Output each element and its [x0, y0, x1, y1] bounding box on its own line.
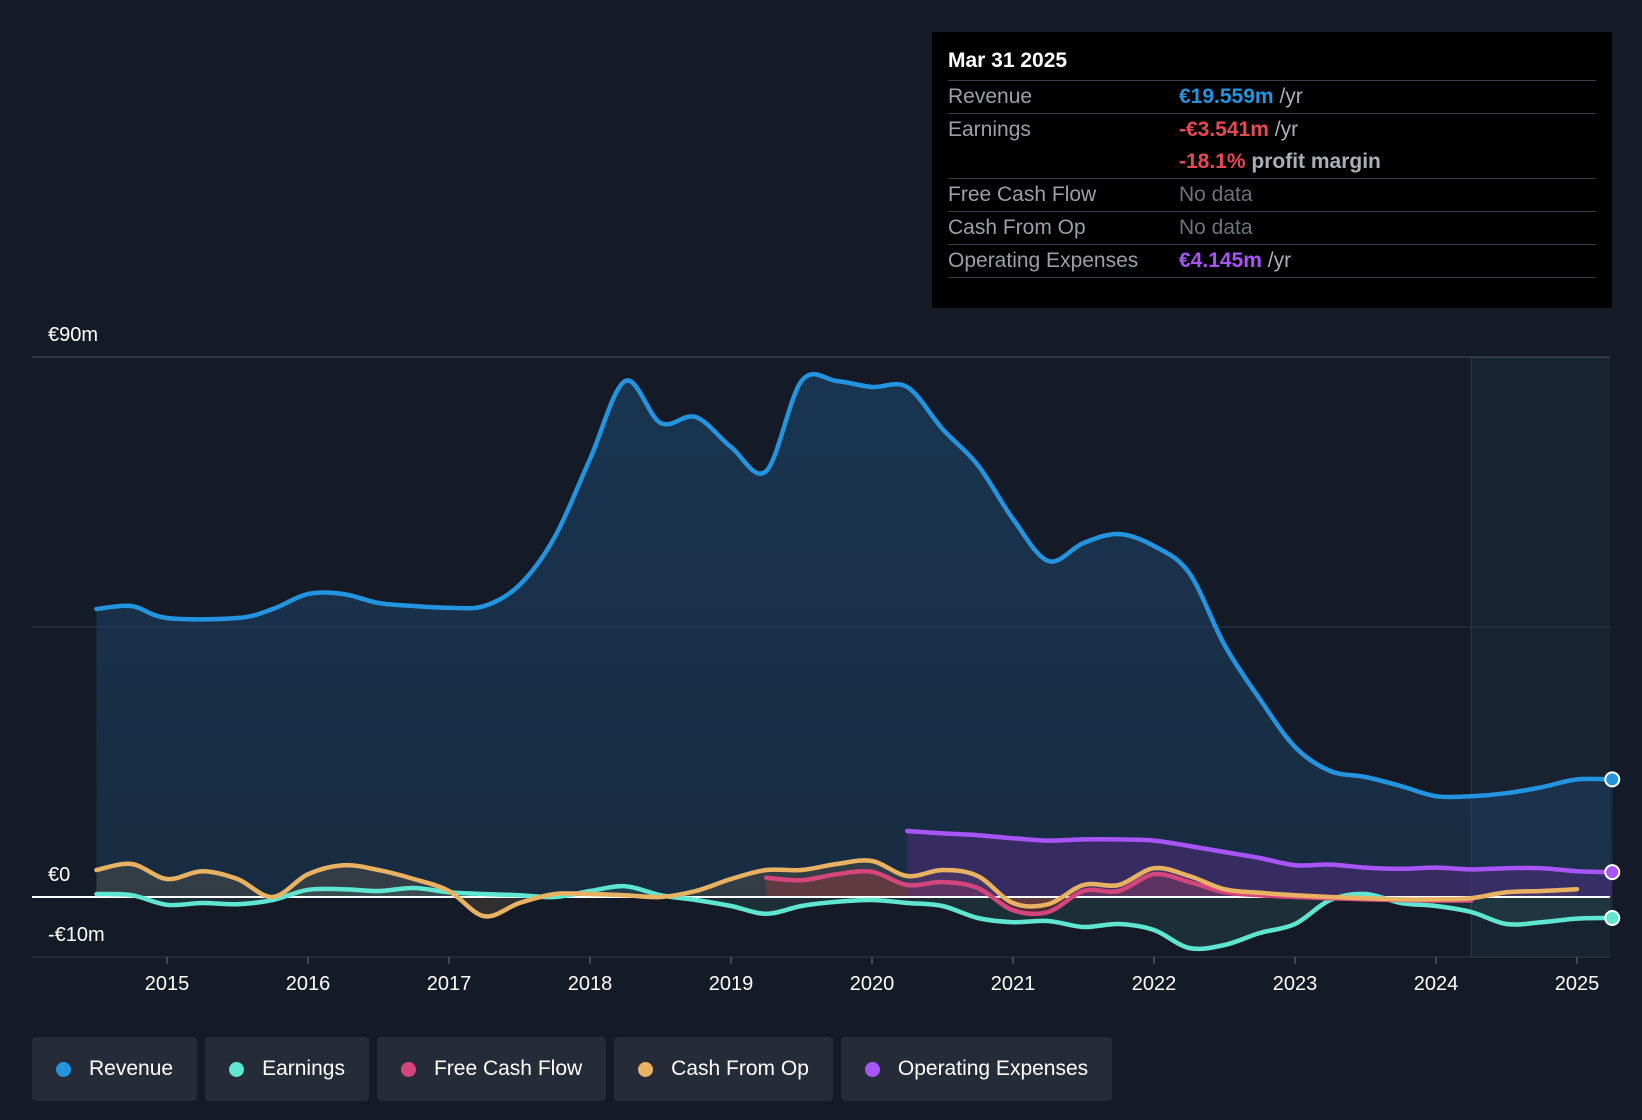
x-tick-label: 2021	[991, 973, 1036, 995]
legend-dot-earnings	[229, 1061, 245, 1077]
legend-label: Cash From Op	[671, 1057, 809, 1080]
legend-label: Free Cash Flow	[433, 1057, 583, 1080]
tooltip-value: -€3.541m	[1179, 118, 1269, 141]
legend-item-operating-expenses[interactable]: Operating Expenses	[840, 1037, 1113, 1101]
legend-item-free-cash-flow[interactable]: Free Cash Flow	[376, 1037, 607, 1101]
tooltip-label: Cash From Op	[948, 216, 1086, 239]
tooltip-unit: /yr	[1267, 249, 1292, 272]
series-line-operating-expenses	[905, 828, 1615, 875]
legend-item-cash-from-op[interactable]: Cash From Op	[614, 1037, 833, 1101]
tooltip-panel: Mar 31 2025 Revenue €19.559m /yr Earning…	[932, 32, 1612, 308]
series-line-earnings	[94, 883, 1615, 952]
tooltip-label: Earnings	[948, 118, 1031, 141]
legend-dot-revenue	[56, 1061, 71, 1077]
y-tick-zero: €0	[48, 864, 70, 886]
tooltip-label: Operating Expenses	[948, 249, 1139, 272]
x-tick-label: 2015	[145, 973, 190, 995]
tooltip-row-revenue: Revenue €19.559m /yr	[948, 80, 1596, 113]
series-line-cash-from-op	[94, 858, 1580, 919]
tooltip-value: No data	[1179, 216, 1253, 239]
tooltip-value: €19.559m	[1179, 85, 1274, 108]
tooltip-label	[948, 146, 1179, 178]
tooltip-row-fcf: Free Cash Flow No data	[948, 178, 1596, 211]
x-tick-label: 2017	[427, 973, 472, 995]
tooltip-row-opex: Operating Expenses €4.145m /yr	[948, 244, 1596, 277]
legend: Revenue Earnings Free Cash Flow Cash Fro…	[32, 1037, 1113, 1101]
end-marker-earnings	[1604, 910, 1621, 926]
x-tick-label: 2024	[1414, 973, 1459, 995]
tooltip-value: -18.1%	[1179, 150, 1246, 173]
end-marker-operating-expenses	[1604, 864, 1621, 881]
x-tick-label: 2018	[568, 973, 613, 995]
legend-item-earnings[interactable]: Earnings	[205, 1037, 369, 1101]
area-revenue	[96, 374, 1613, 898]
tooltip-unit: profit margin	[1251, 150, 1381, 173]
tooltip-row-cfo: Cash From Op No data	[948, 211, 1596, 244]
tooltip-unit: /yr	[1279, 85, 1303, 108]
legend-label: Operating Expenses	[897, 1057, 1089, 1080]
y-tick-top: €90m	[48, 324, 98, 346]
tooltip-divider	[948, 277, 1596, 278]
legend-dot-free-cash-flow	[400, 1061, 416, 1077]
tooltip-value: €4.145m	[1179, 249, 1262, 272]
area-earnings	[96, 886, 1613, 949]
x-tick-label: 2023	[1273, 973, 1318, 995]
tooltip-label: Revenue	[948, 85, 1033, 108]
tooltip-unit: /yr	[1274, 118, 1299, 141]
legend-dot-operating-expenses	[864, 1061, 880, 1077]
legend-label: Revenue	[89, 1057, 174, 1080]
x-tick-label: 2022	[1132, 973, 1177, 995]
x-tick-label: 2016	[286, 973, 331, 995]
area-operating-expenses	[907, 831, 1613, 897]
tooltip-value: No data	[1179, 183, 1253, 206]
x-tick-label: 2025	[1555, 973, 1600, 995]
legend-label: Earnings	[262, 1057, 345, 1080]
tooltip-date: Mar 31 2025	[948, 49, 1068, 72]
x-tick-label: 2019	[709, 973, 754, 995]
legend-item-revenue[interactable]: Revenue	[32, 1037, 198, 1101]
tooltip-row-earnings: Earnings -€3.541m /yr	[948, 113, 1596, 146]
tooltip-label: Free Cash Flow	[948, 183, 1097, 206]
series-line-revenue	[94, 371, 1615, 800]
y-tick-bottom: -€10m	[48, 924, 105, 946]
legend-dot-cash-from-op	[638, 1061, 654, 1077]
tooltip-row-margin: -18.1% profit margin	[948, 146, 1596, 178]
x-tick-label: 2020	[850, 973, 895, 995]
end-marker-revenue	[1604, 771, 1621, 788]
